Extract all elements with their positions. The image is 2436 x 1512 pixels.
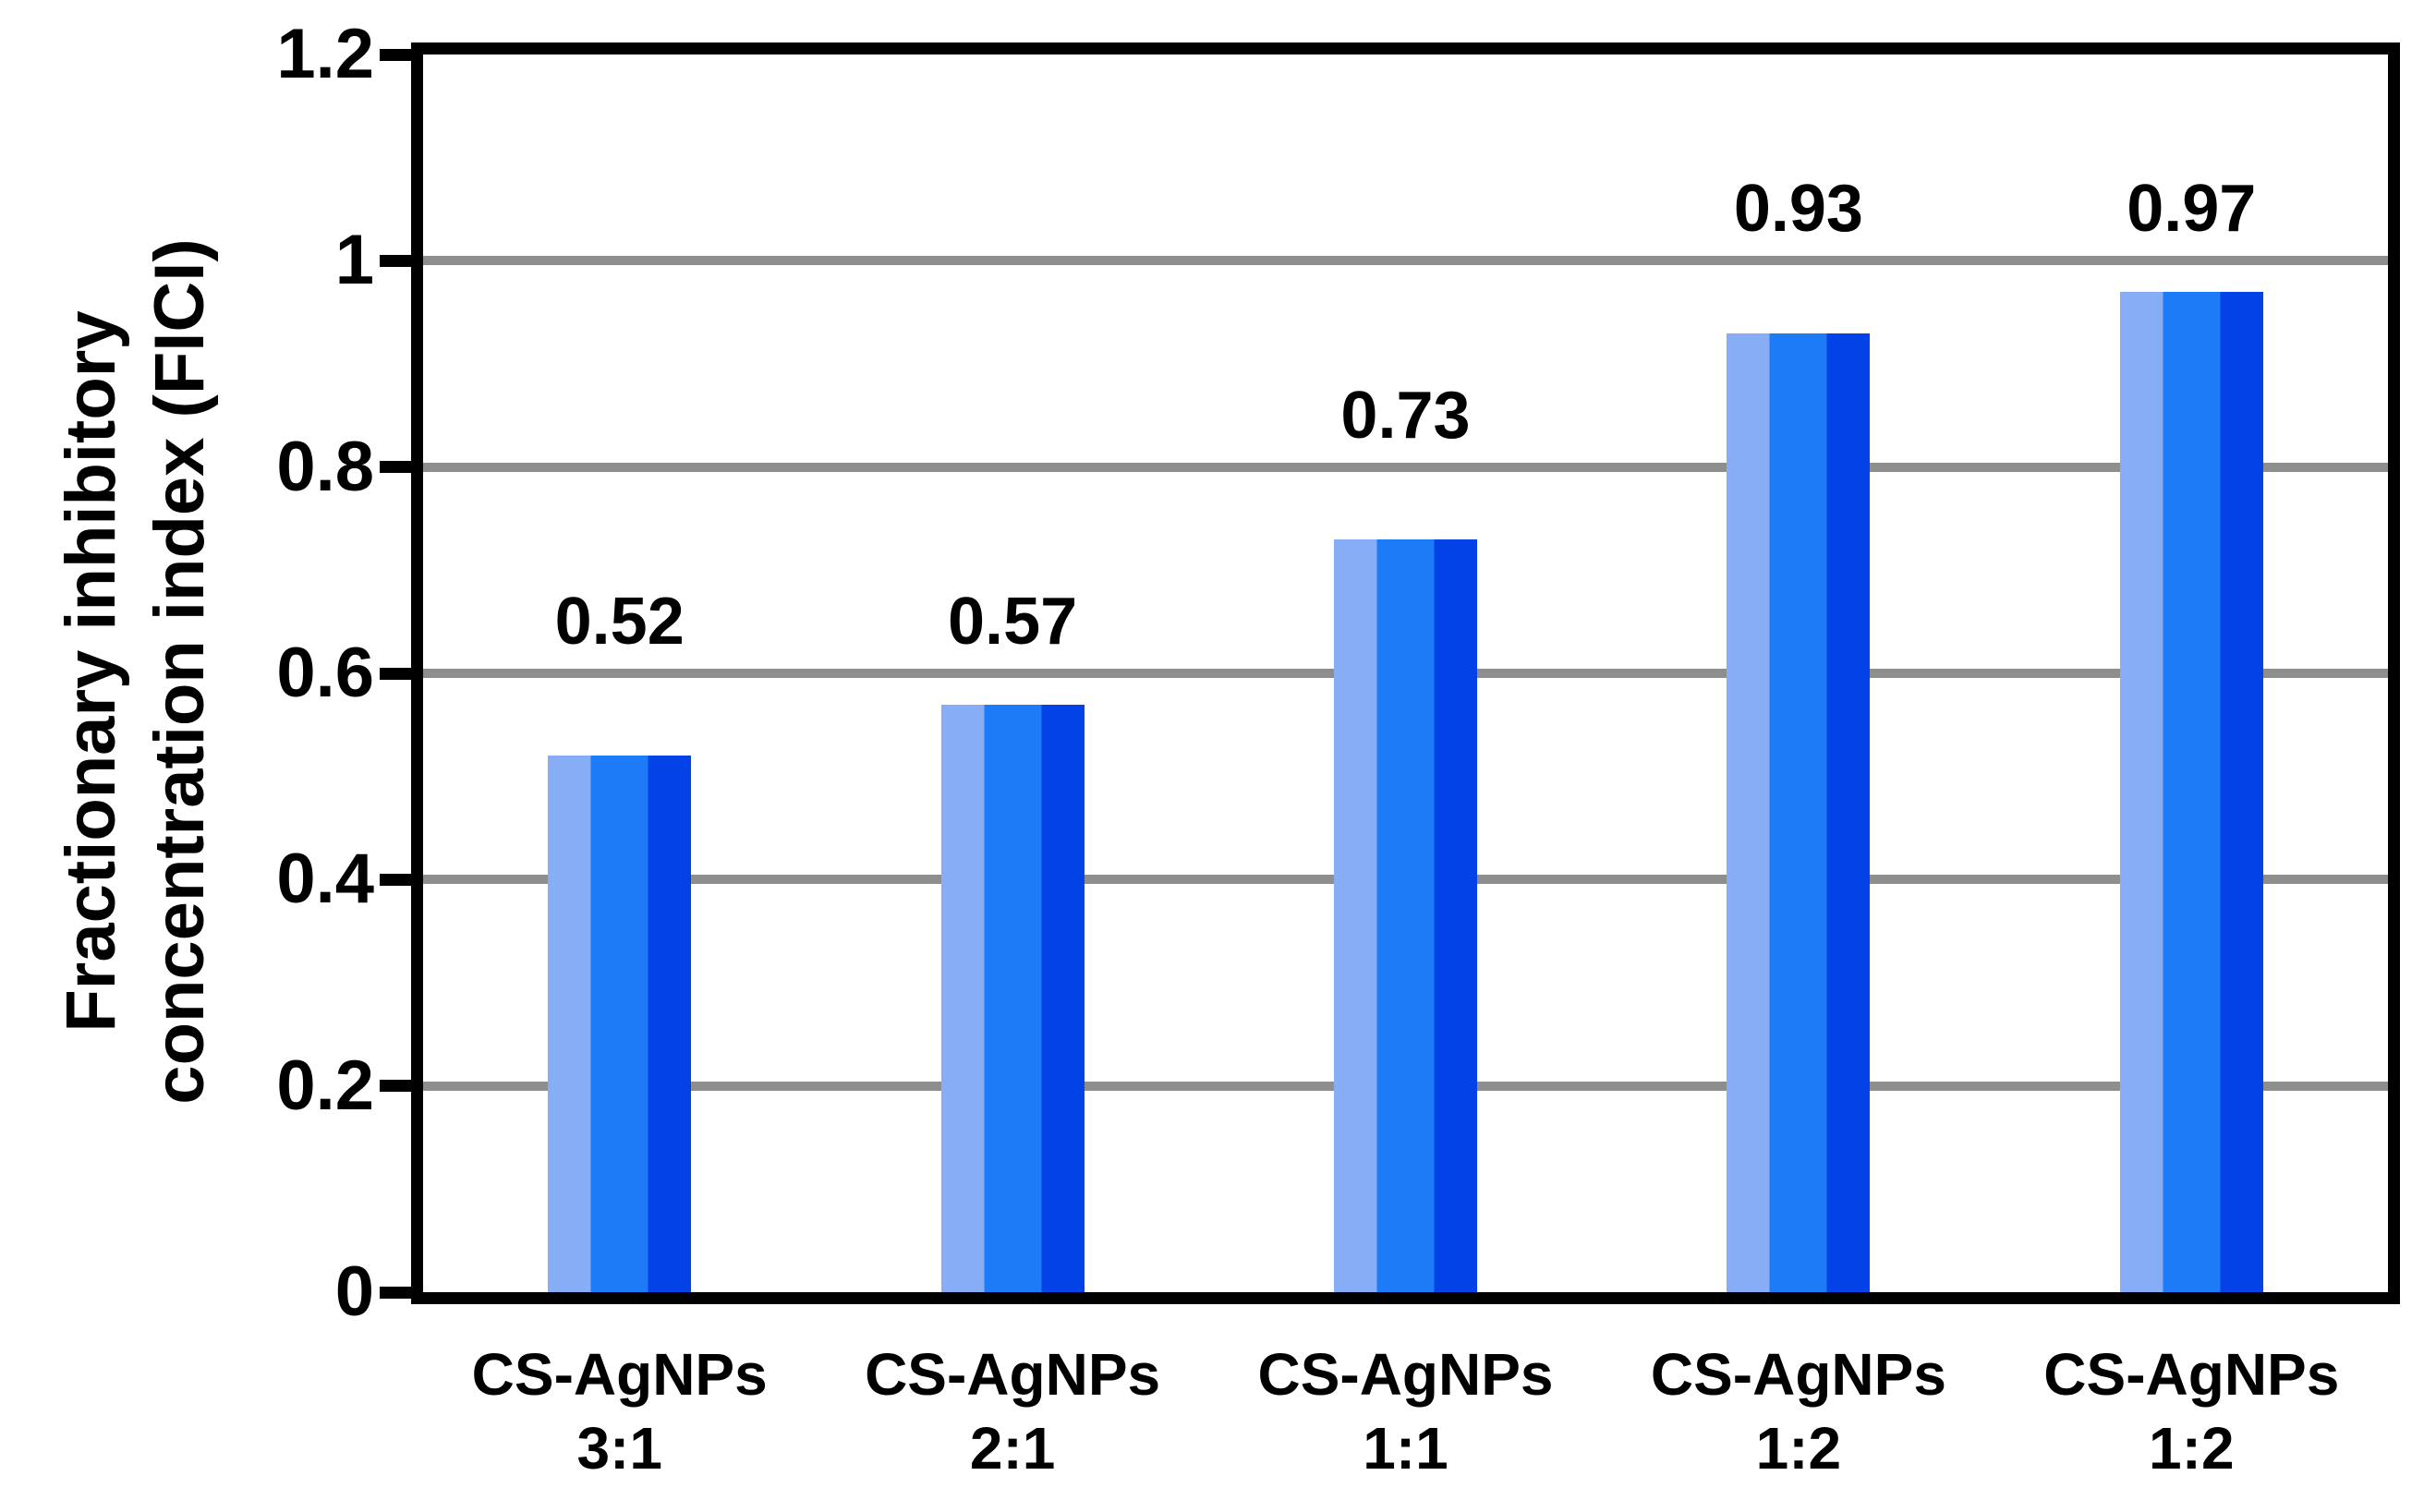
x-axis-category-label-line-1: CS-AgNPs	[865, 1341, 1161, 1408]
bar-value-label: 0.57	[948, 585, 1078, 659]
y-axis-tick	[380, 254, 411, 267]
y-axis-tick-label: 0.2	[276, 1046, 374, 1125]
bar	[1727, 333, 1871, 1292]
x-axis-category-label-line-2: 3:1	[576, 1415, 662, 1482]
x-axis-category-label-line-2: 2:1	[969, 1415, 1056, 1482]
x-axis-category-label: CS-AgNPs 3:1	[426, 1337, 814, 1485]
y-axis-tick-label: 0.6	[276, 634, 374, 712]
bar-value-label: 0.97	[2127, 172, 2257, 247]
y-axis-tick-label: 0.8	[276, 427, 374, 506]
gridline	[423, 462, 2388, 472]
y-axis-tick	[380, 48, 411, 61]
y-axis-tick-label: 0	[334, 1252, 374, 1331]
x-axis-category-label-line-2: 1:2	[1755, 1415, 1842, 1482]
x-axis-category-label: CS-AgNPs 1:2	[1605, 1337, 1993, 1485]
x-axis-category-label-line-1: CS-AgNPs	[2043, 1341, 2340, 1408]
y-axis-tick	[380, 1080, 411, 1093]
x-axis-category-label-line-1: CS-AgNPs	[471, 1341, 768, 1408]
x-axis-category-label: CS-AgNPs 1:1	[1212, 1337, 1600, 1485]
y-axis-tick	[380, 461, 411, 474]
y-axis-tick-label: 1.2	[276, 15, 374, 93]
bar	[1334, 538, 1477, 1292]
x-axis-category-label-line-1: CS-AgNPs	[1257, 1341, 1554, 1408]
x-axis-category-label: CS-AgNPs 1:2	[1997, 1337, 2385, 1485]
x-axis-category-label-line-2: 1:1	[1363, 1415, 1448, 1482]
plot-area-frame	[411, 42, 2400, 1304]
bar-value-label: 0.93	[1733, 172, 1863, 247]
bar-value-label: 0.73	[1340, 378, 1471, 453]
y-axis-tick	[380, 1286, 411, 1299]
y-axis-tick	[380, 873, 411, 886]
x-axis-category-label-line-2: 1:2	[2149, 1415, 2235, 1482]
bar	[940, 704, 1085, 1292]
bar	[548, 756, 692, 1292]
bar-value-label: 0.52	[554, 585, 685, 659]
x-axis-category-label-line-1: CS-AgNPs	[1650, 1341, 1946, 1408]
gridline	[423, 256, 2388, 266]
y-axis-tick-label: 1	[334, 221, 374, 300]
y-axis-tick-label: 0.4	[276, 840, 374, 919]
y-axis-tick	[380, 667, 411, 680]
x-axis-category-label: CS-AgNPs 2:1	[818, 1337, 1206, 1485]
bar	[2119, 291, 2263, 1292]
